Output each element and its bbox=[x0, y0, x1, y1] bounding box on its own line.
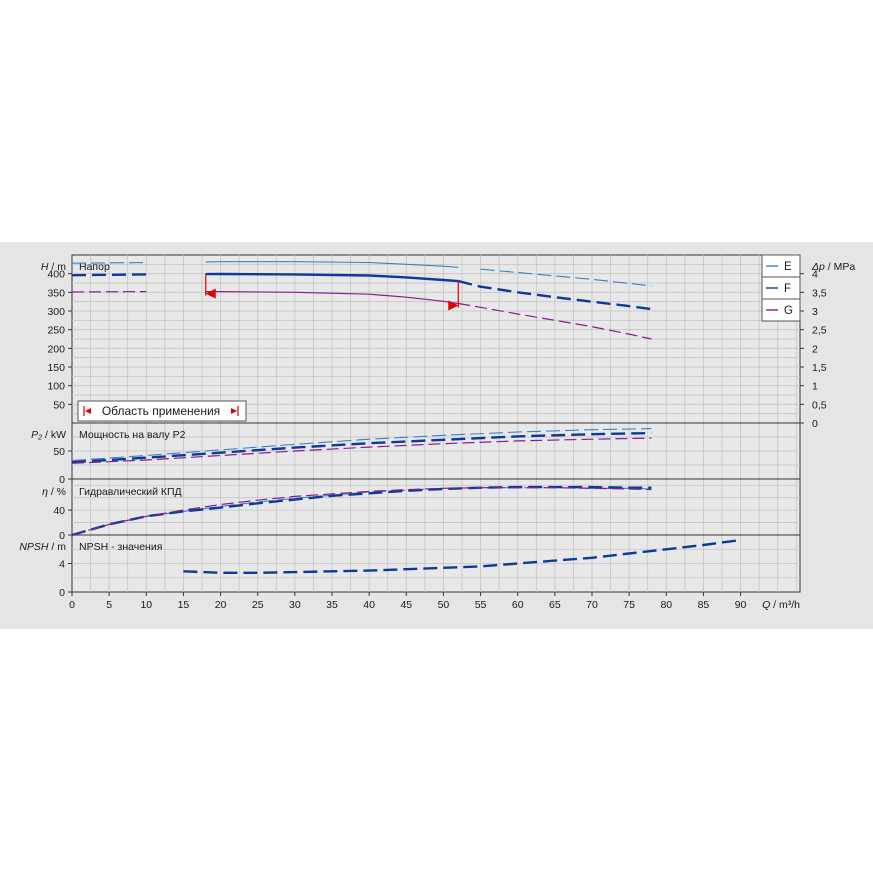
series-line-E-head-left bbox=[71, 261, 147, 264]
y-tick-label: 350 bbox=[47, 287, 65, 299]
series-line-F-head-left bbox=[71, 273, 147, 277]
series-line-E-head-solid bbox=[205, 261, 459, 268]
panel-title-efficiency: Гидравлический КПД bbox=[79, 486, 182, 498]
y-axis-label-var: P₂ bbox=[31, 429, 42, 441]
x-tick-label: 5 bbox=[106, 599, 112, 611]
x-tick-label: 15 bbox=[178, 599, 190, 611]
right-y-tick-label: 2,5 bbox=[812, 325, 827, 337]
series-line-G-power bbox=[71, 437, 652, 464]
y-tick-label: 150 bbox=[47, 362, 65, 374]
series-line-F-head-right bbox=[458, 279, 652, 311]
y-tick-label: 250 bbox=[47, 325, 65, 337]
operating-range-arrow bbox=[205, 288, 216, 299]
series-line-E-power bbox=[71, 428, 652, 462]
y-tick-label: 40 bbox=[53, 505, 65, 517]
operating-range-label: Область применения bbox=[102, 404, 220, 418]
y-axis-label-var: NPSH bbox=[19, 541, 49, 553]
operating-range-box bbox=[77, 400, 247, 422]
x-tick-label: 85 bbox=[698, 599, 710, 611]
legend-label-G: G bbox=[784, 305, 793, 317]
right-y-tick-label: 0,5 bbox=[812, 399, 827, 411]
legend-label-E: E bbox=[784, 261, 792, 273]
y-axis-label: NPSH / m bbox=[19, 541, 66, 553]
y-axis-label-unit: / m bbox=[49, 541, 67, 553]
y-tick-label: 50 bbox=[53, 446, 65, 458]
x-tick-label: 70 bbox=[586, 599, 598, 611]
right-axis-label-var: Δp bbox=[811, 261, 825, 273]
x-tick-label: 45 bbox=[400, 599, 412, 611]
series-line-F-efficiency bbox=[71, 485, 652, 537]
right-y-tick-label: 4 bbox=[812, 269, 818, 281]
y-axis-label: P₂ / kW bbox=[31, 429, 66, 441]
x-tick-label: 20 bbox=[215, 599, 227, 611]
y-tick-label: 50 bbox=[53, 399, 65, 411]
y-tick-label: 400 bbox=[47, 269, 65, 281]
x-tick-label: 40 bbox=[363, 599, 375, 611]
y-axis-label: η / % bbox=[42, 486, 66, 498]
y-axis-label-unit: / % bbox=[48, 486, 66, 498]
x-tick-label: 25 bbox=[252, 599, 264, 611]
y-axis-label-unit: / kW bbox=[42, 429, 66, 441]
x-tick-label: 30 bbox=[289, 599, 301, 611]
right-y-tick-label: 2 bbox=[812, 343, 818, 355]
y-tick-label: 0 bbox=[59, 587, 65, 599]
x-axis-label-var: Q bbox=[762, 599, 770, 611]
operating-range-box-arrow-right bbox=[231, 408, 237, 414]
operating-range-box-arrow-left bbox=[85, 408, 91, 414]
series-line-E-head-right bbox=[480, 268, 652, 287]
series-line-G-head-right bbox=[458, 302, 652, 340]
right-axis-label-unit: / MPa bbox=[825, 261, 856, 273]
y-tick-label: 300 bbox=[47, 306, 65, 318]
x-tick-label: 55 bbox=[475, 599, 487, 611]
series-line-F-head-solid bbox=[205, 272, 459, 283]
x-tick-label: 10 bbox=[140, 599, 152, 611]
x-tick-label: 50 bbox=[438, 599, 450, 611]
x-tick-label: 65 bbox=[549, 599, 561, 611]
x-tick-label: 35 bbox=[326, 599, 338, 611]
y-tick-label: 4 bbox=[59, 559, 65, 571]
y-tick-label: 100 bbox=[47, 381, 65, 393]
x-tick-label: 90 bbox=[735, 599, 747, 611]
right-y-tick-label: 1 bbox=[812, 381, 818, 393]
x-tick-label: 75 bbox=[623, 599, 635, 611]
series-line-G-head-solid bbox=[205, 291, 459, 305]
x-axis-label: Q / m³/h bbox=[762, 599, 800, 611]
right-y-tick-label: 3,5 bbox=[812, 287, 827, 299]
panel-title-power: Мощность на валу P2 bbox=[79, 429, 186, 441]
x-tick-label: 80 bbox=[660, 599, 672, 611]
y-axis-label: H / m bbox=[41, 261, 66, 273]
y-tick-label: 0 bbox=[59, 530, 65, 542]
series-line-F-npsh bbox=[183, 538, 741, 574]
series-line-G-efficiency bbox=[71, 487, 652, 536]
y-axis-label-unit: / m bbox=[49, 261, 67, 273]
y-tick-label: 0 bbox=[59, 474, 65, 486]
panel-title-npsh: NPSH - значения bbox=[79, 541, 162, 553]
y-axis-label-var: H bbox=[41, 261, 49, 273]
y-axis-label-var: η bbox=[42, 486, 48, 498]
operating-range-arrow bbox=[448, 300, 459, 311]
legend-label-F: F bbox=[784, 283, 791, 295]
right-axis-label: Δp / MPa bbox=[811, 261, 855, 273]
chart-area: 50 100 150 200 250 300 350 400 0 50 0 40 0 4 H / m P₂ /… bbox=[0, 242, 873, 629]
right-y-tick-label: 0 bbox=[812, 418, 818, 430]
x-tick-label: 0 bbox=[69, 599, 75, 611]
x-axis-label-unit: / m³/h bbox=[770, 599, 800, 611]
right-y-tick-label: 3 bbox=[812, 306, 818, 318]
x-tick-label: 60 bbox=[512, 599, 524, 611]
y-tick-label: 200 bbox=[47, 343, 65, 355]
legend-item-box bbox=[761, 298, 801, 322]
panel-title-head: Напор bbox=[79, 261, 110, 273]
right-y-tick-label: 1,5 bbox=[812, 362, 827, 374]
